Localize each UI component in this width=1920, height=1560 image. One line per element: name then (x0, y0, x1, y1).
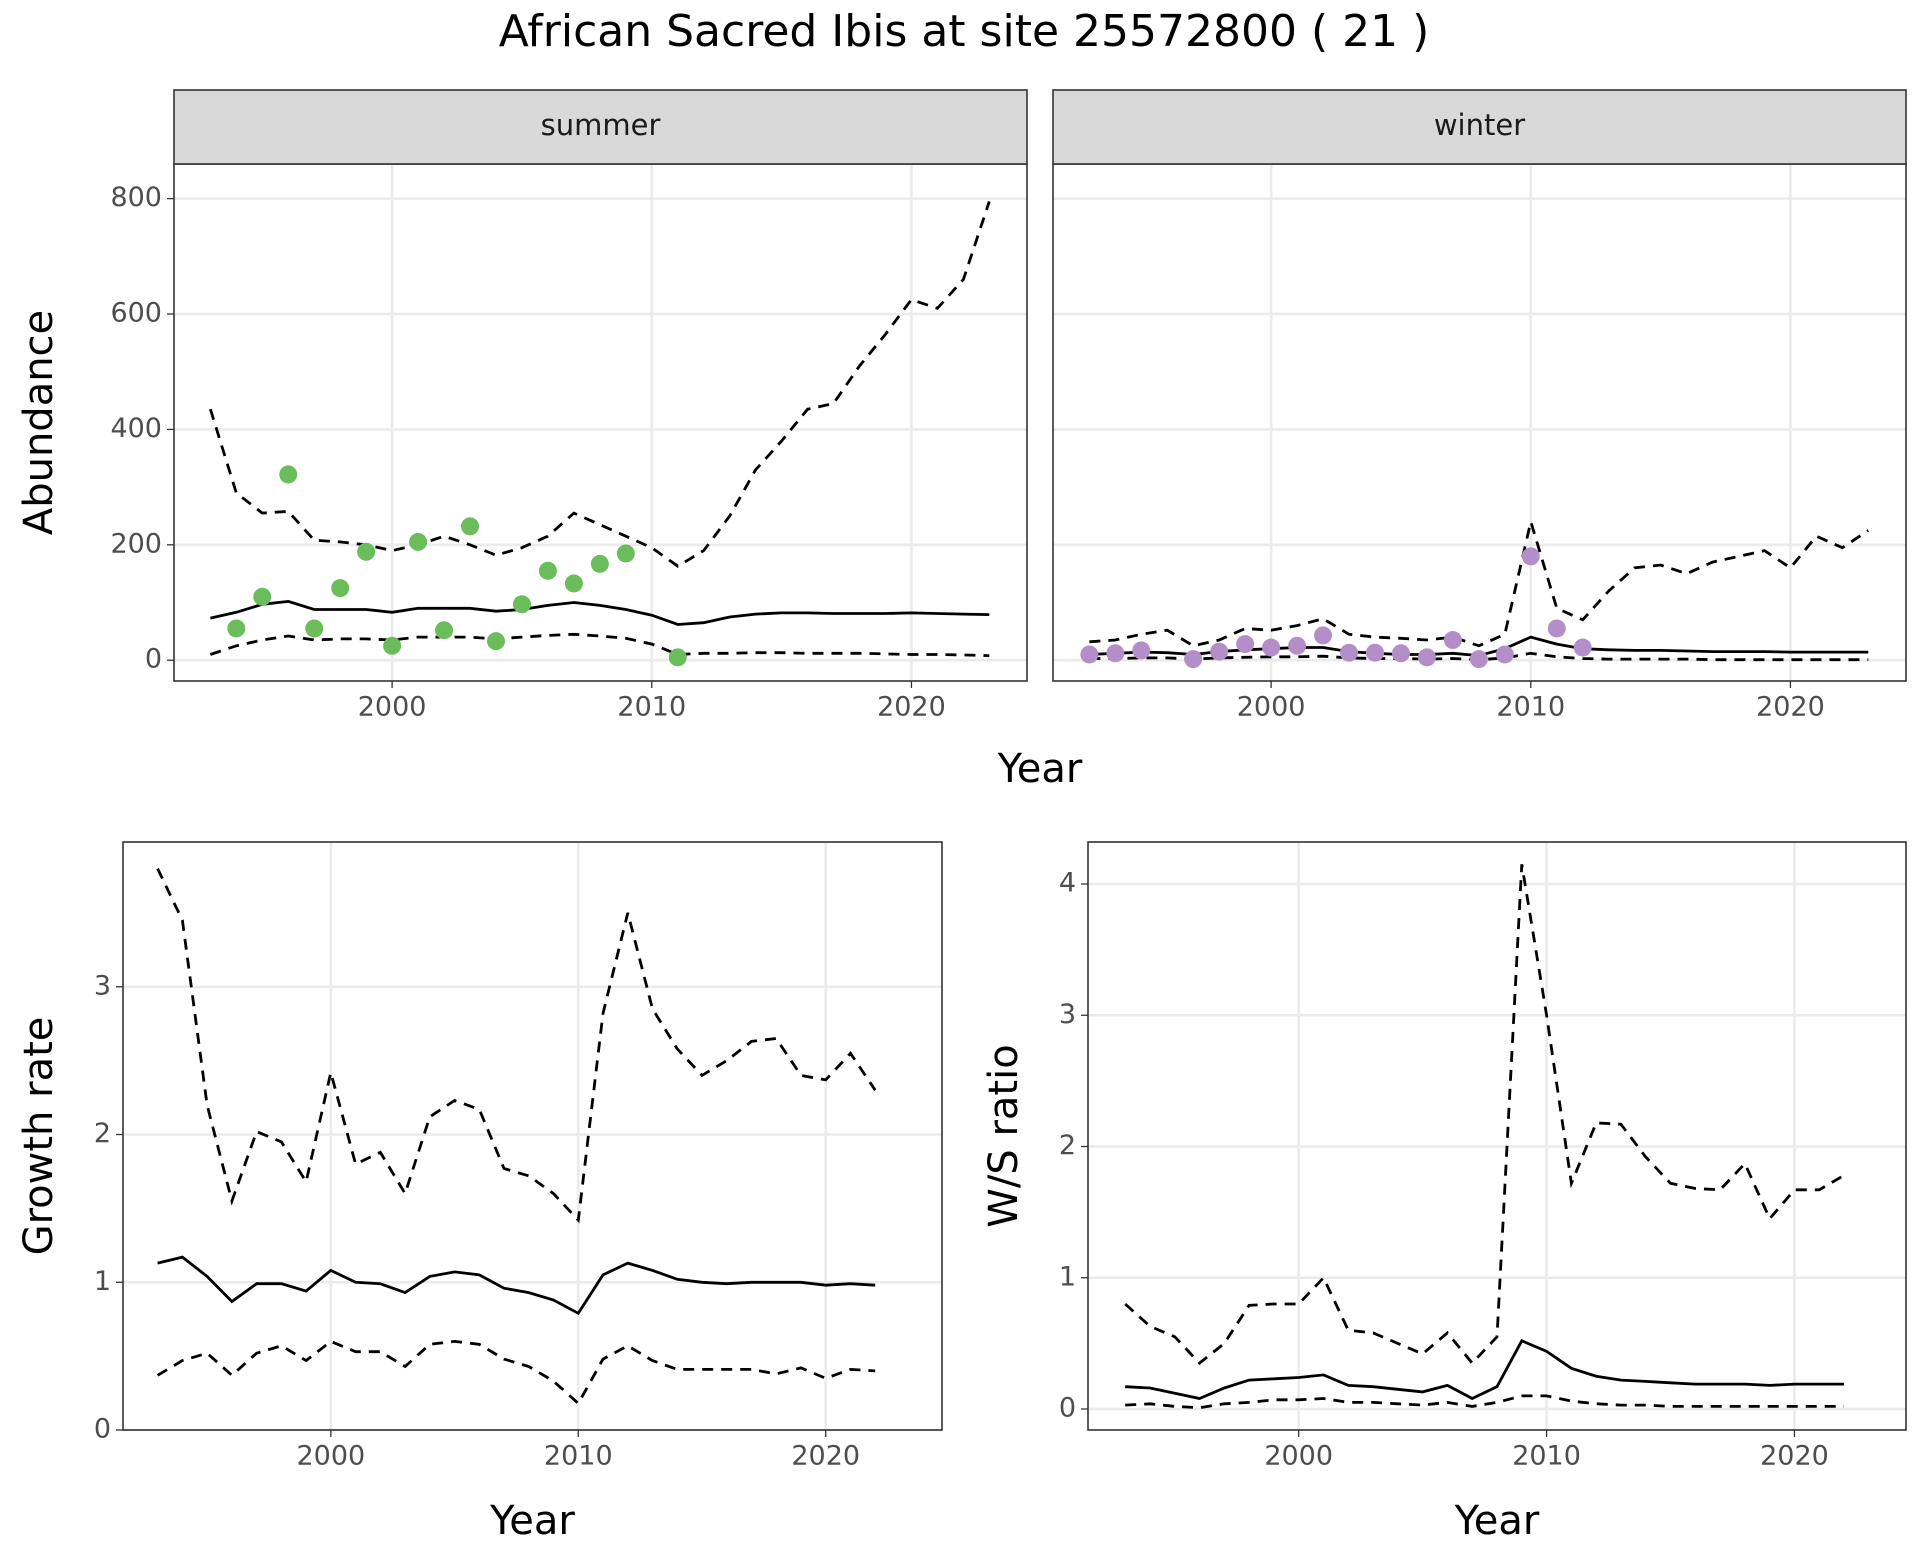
x-tick-label: 2010 (544, 1441, 613, 1472)
point (1365, 643, 1384, 662)
interval-line (156, 1339, 876, 1406)
y-tick-label: 1 (1059, 1261, 1076, 1292)
point (668, 648, 687, 667)
point (1106, 644, 1125, 663)
y-tick-label: 3 (94, 970, 111, 1001)
point (279, 465, 298, 484)
y-tick-label: 2 (1059, 1130, 1076, 1161)
x-tick-label: 2010 (617, 692, 686, 723)
panel-border (122, 841, 943, 1431)
x-axis-title: Year (1454, 1498, 1540, 1544)
point (1132, 641, 1151, 660)
y-tick-label: 1 (94, 1266, 111, 1297)
point (1443, 631, 1462, 650)
x-tick-label: 2010 (1512, 1441, 1581, 1472)
x-tick-label: 2000 (296, 1441, 365, 1472)
figure-title: African Sacred Ibis at site 25572800 ( 2… (499, 6, 1430, 57)
point (409, 532, 428, 551)
x-tick-label: 2020 (1760, 1441, 1829, 1472)
y-tick-label: 2 (94, 1118, 111, 1149)
point (1262, 638, 1281, 657)
panel-background (1088, 842, 1906, 1430)
point (461, 517, 480, 536)
strip-label: winter (1434, 108, 1525, 142)
y-tick-label: 200 (110, 528, 162, 559)
interval-line (1089, 516, 1870, 648)
strip (1052, 89, 1907, 165)
y-tick-label: 0 (94, 1414, 111, 1445)
point (305, 619, 324, 638)
point (253, 587, 272, 606)
x-axis-title: Year (997, 746, 1083, 792)
x-tick-label: 2020 (877, 692, 946, 723)
y-tick-label: 3 (1059, 999, 1076, 1030)
x-tick-label: 2000 (358, 692, 427, 723)
x-tick-label: 2000 (1264, 1441, 1333, 1472)
y-axis-title: W/S ratio (981, 1044, 1027, 1227)
point (1391, 644, 1410, 663)
x-tick-label: 2020 (791, 1441, 860, 1472)
x-tick-label: 2020 (1756, 692, 1825, 723)
point (1236, 635, 1255, 654)
x-tick-label: 2010 (1496, 692, 1565, 723)
point (1547, 619, 1566, 638)
point (1184, 650, 1203, 669)
x-tick-label: 2000 (1237, 692, 1306, 723)
y-tick-label: 0 (145, 644, 162, 675)
panel-border (1087, 841, 1907, 1431)
mean-line (1125, 1339, 1844, 1401)
point (1314, 626, 1333, 645)
point (435, 621, 454, 640)
y-tick-label: 4 (1059, 868, 1076, 899)
point (486, 632, 505, 651)
point (1417, 648, 1436, 667)
interval-line (1124, 864, 1845, 1366)
point (538, 561, 557, 580)
point (1573, 638, 1592, 657)
point (383, 636, 402, 655)
strip (173, 89, 1028, 165)
y-tick-label: 600 (110, 298, 162, 329)
panel-background (174, 164, 1027, 681)
point (1288, 636, 1307, 655)
panel-background (1053, 164, 1906, 681)
interval-line (156, 867, 877, 1224)
point (590, 554, 609, 573)
interval-line (209, 632, 990, 657)
mean-line (210, 599, 990, 626)
point (1521, 547, 1540, 566)
point (1495, 645, 1514, 664)
y-tick-label: 800 (110, 182, 162, 213)
y-axis-title: Abundance (16, 310, 62, 535)
point (331, 579, 350, 598)
point (616, 544, 635, 563)
y-tick-label: 400 (110, 413, 162, 444)
x-axis-title: Year (489, 1498, 575, 1544)
strip-label: summer (541, 108, 661, 142)
point (1080, 645, 1099, 664)
panel-background (123, 842, 942, 1430)
y-tick-label: 0 (1059, 1393, 1076, 1424)
point (1210, 642, 1229, 661)
interval-line (1125, 1394, 1844, 1410)
point (564, 574, 583, 593)
mean-line (157, 1255, 876, 1316)
point (227, 619, 246, 638)
point (1469, 650, 1488, 669)
interval-line (209, 201, 991, 568)
point (1340, 643, 1359, 662)
y-axis-title: Growth rate (16, 1017, 62, 1256)
point (512, 595, 531, 614)
point (357, 542, 376, 561)
